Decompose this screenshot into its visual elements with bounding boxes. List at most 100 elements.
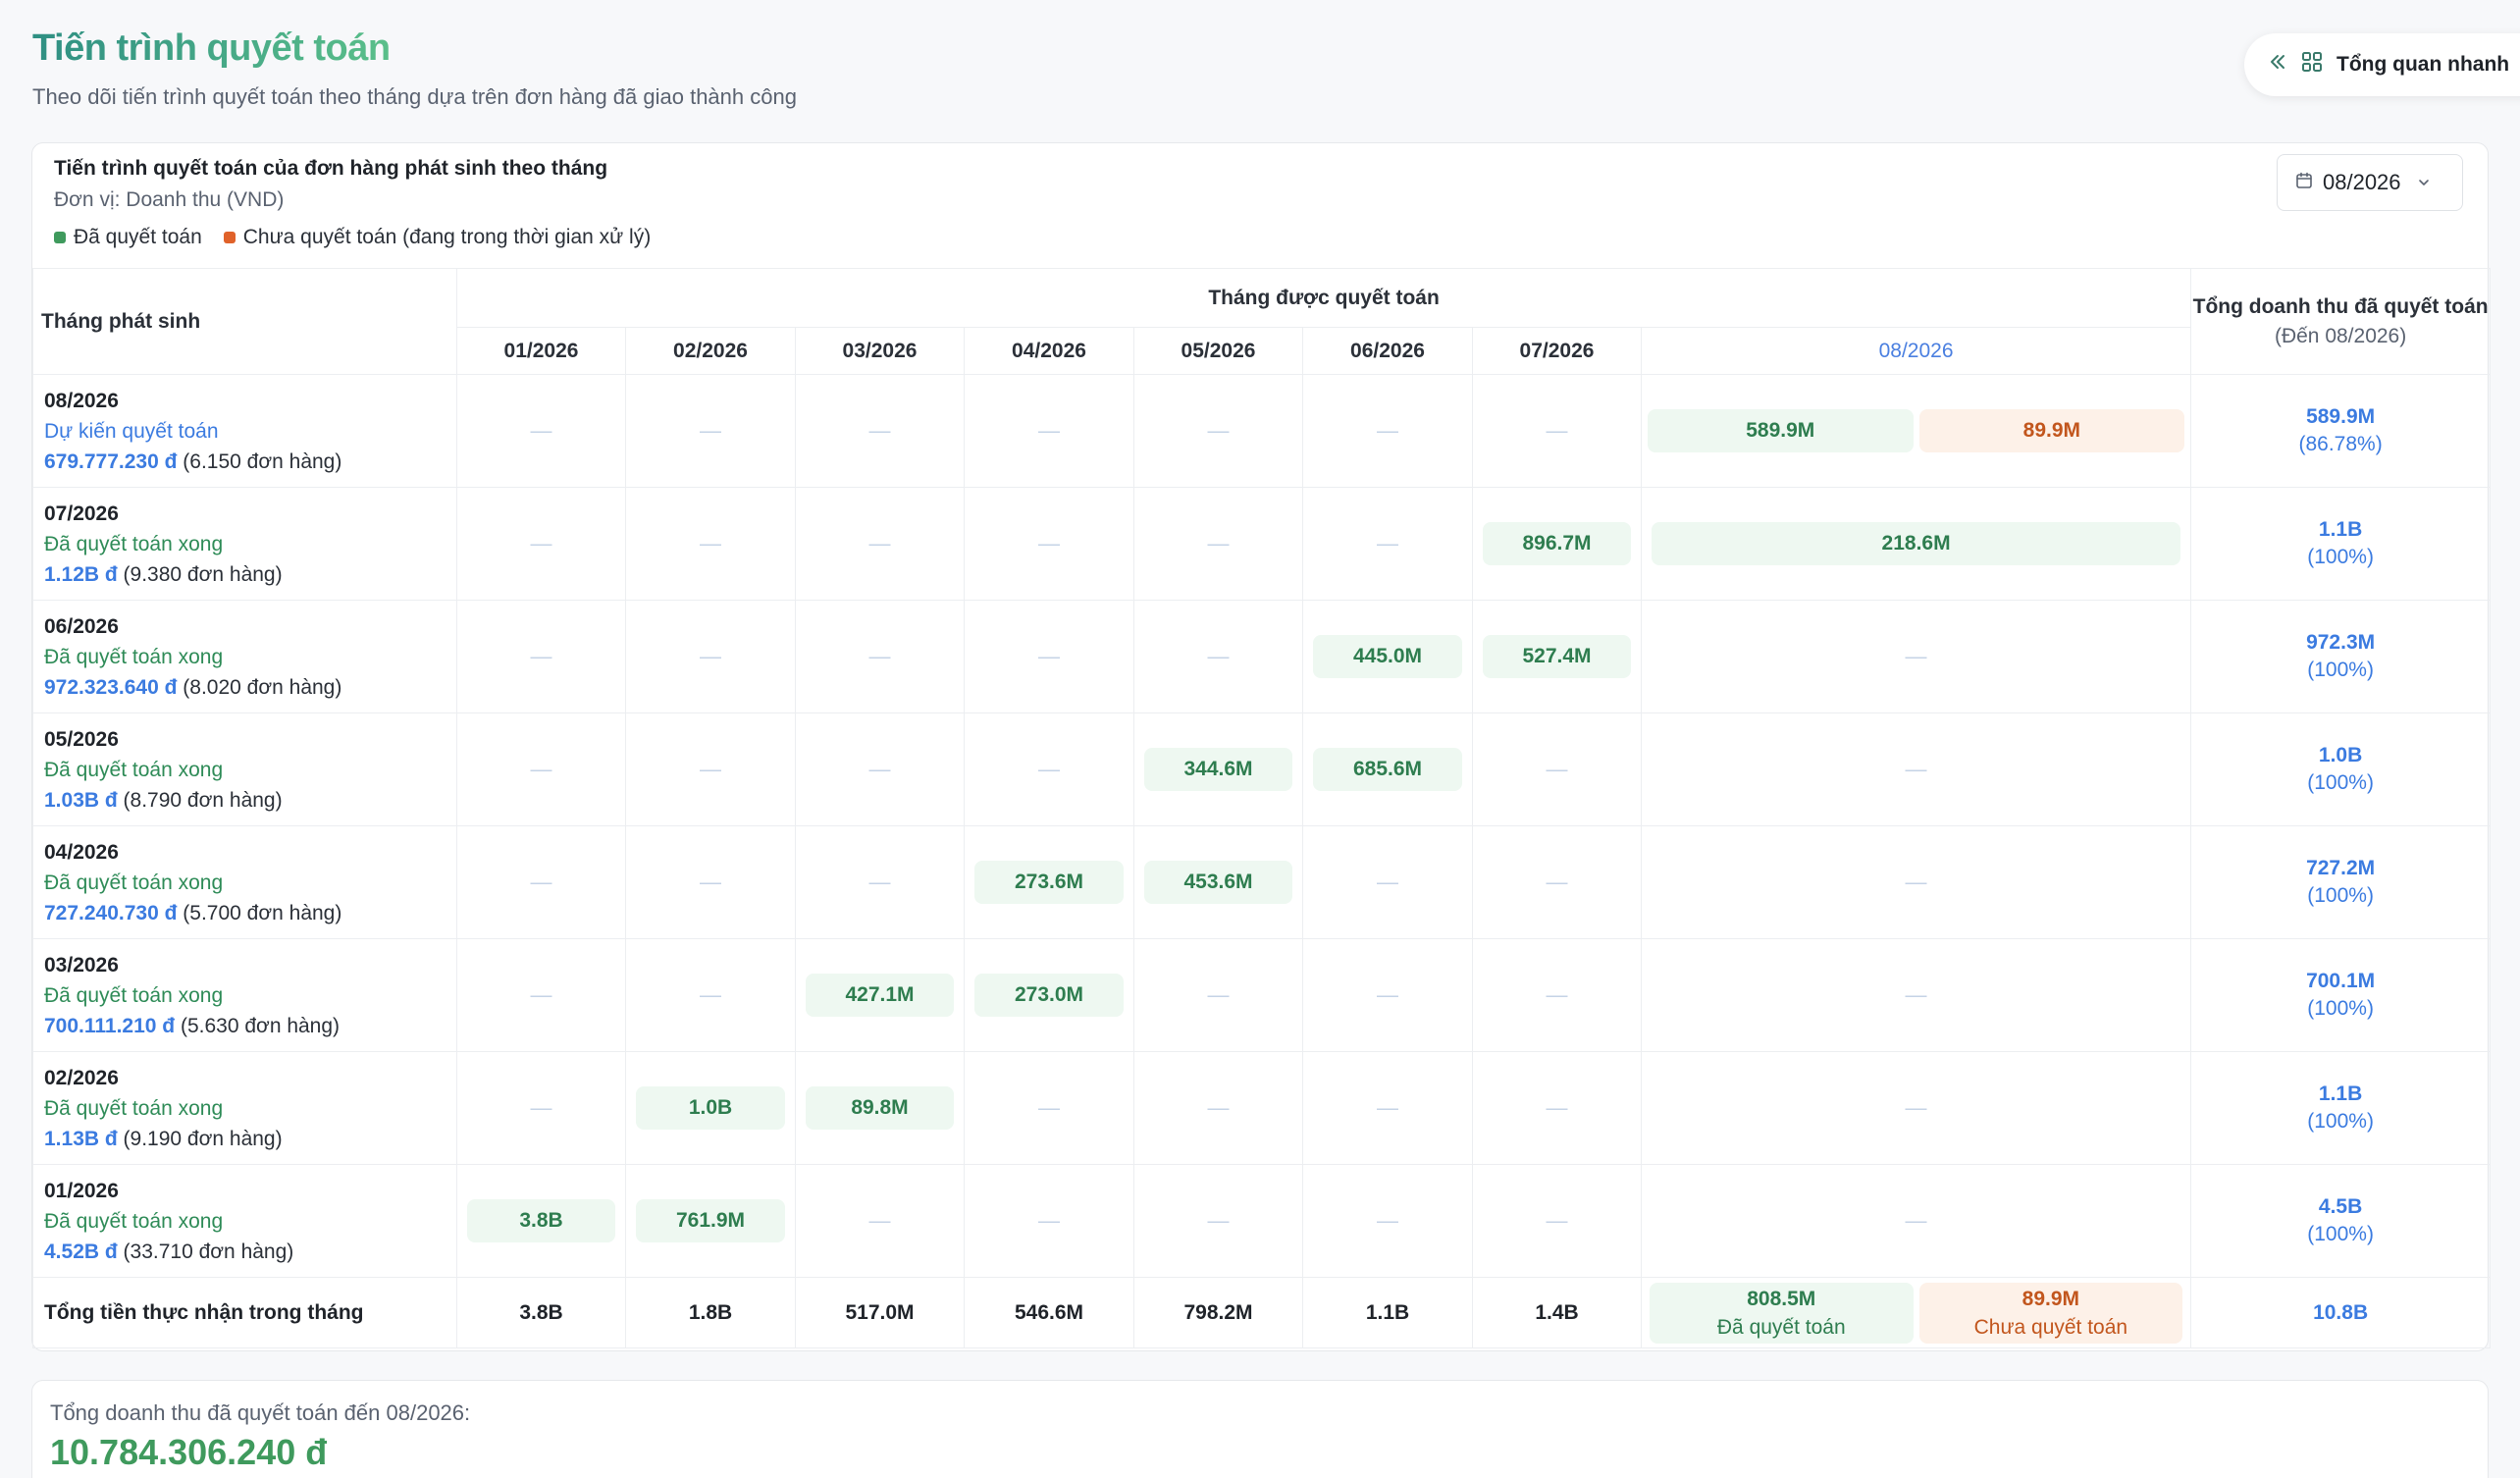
row-total-value: 1.1B: [2318, 1082, 2363, 1105]
row-total: 4.5B (100%): [2190, 1164, 2492, 1278]
settlement-cell: 3.8B: [456, 1164, 626, 1278]
empty-dash: —: [1546, 418, 1568, 443]
empty-cell: —: [1472, 1051, 1642, 1165]
footer-label: Tổng doanh thu đã quyết toán đến 08/2026…: [50, 1400, 471, 1425]
row-status: Đã quyết toán xong: [44, 983, 224, 1007]
row-amount: 727.240.730 đ: [44, 901, 178, 924]
settlement-progress-card: Tiến trình quyết toán của đơn hàng phát …: [31, 142, 2492, 1351]
quick-overview-button[interactable]: Tổng quan nhanh: [2244, 33, 2520, 96]
row-header: 03/2026 Đã quyết toán xong 700.111.210 đ (…: [32, 938, 457, 1052]
month-header: 06/2026: [1302, 327, 1473, 375]
empty-cell: —: [1133, 487, 1303, 601]
settlement-cell: 218.6M: [1640, 487, 2192, 601]
empty-cell: —: [625, 374, 796, 488]
empty-cell: —: [964, 600, 1134, 713]
empty-dash: —: [1546, 870, 1568, 894]
table-row: 08/2026 Dự kiến quyết toán 679.777.230 đ (…: [32, 374, 2492, 488]
empty-dash: —: [1038, 644, 1060, 668]
row-total: 1.0B (100%): [2190, 713, 2492, 826]
row-status: Đã quyết toán xong: [44, 532, 224, 555]
settled-pill: 1.0B: [636, 1086, 785, 1130]
empty-cell: —: [456, 487, 626, 601]
empty-cell: —: [1640, 825, 2192, 939]
settled-pill: 273.0M: [974, 974, 1124, 1017]
empty-cell: —: [795, 825, 965, 939]
settled-pill: 896.7M: [1483, 522, 1631, 565]
empty-dash: —: [1038, 1095, 1060, 1120]
empty-dash: —: [1207, 982, 1230, 1007]
row-month: 03/2026: [44, 953, 119, 977]
empty-cell: —: [1472, 713, 1642, 826]
legend-label-settled: Đã quyết toán: [74, 226, 202, 248]
empty-cell: —: [1640, 1164, 2192, 1278]
row-amount: 679.777.230 đ: [44, 449, 178, 473]
row-month: 04/2026: [44, 840, 119, 864]
row-orders: (8.020 đơn hàng): [183, 675, 342, 699]
row-status: Đã quyết toán xong: [44, 871, 224, 894]
row-status: Dự kiến quyết toán: [44, 419, 219, 443]
row-total-value: 700.1M: [2306, 970, 2376, 992]
row-amount: 700.111.210 đ: [44, 1014, 176, 1037]
empty-cell: —: [456, 1051, 626, 1165]
row-total-percent: (100%): [2307, 997, 2374, 1020]
settled-pill: 445.0M: [1313, 635, 1462, 678]
settlement-cell: 1.0B: [625, 1051, 796, 1165]
empty-dash: —: [700, 982, 721, 1007]
row-month: 02/2026: [44, 1066, 119, 1089]
summary-settled-pill: 808.5M Đã quyết toán: [1650, 1282, 1914, 1344]
empty-cell: —: [1640, 1051, 2192, 1165]
quick-overview-label: Tổng quan nhanh: [2336, 53, 2510, 76]
row-header: 04/2026 Đã quyết toán xong 727.240.730 đ (…: [32, 825, 457, 939]
month-select[interactable]: 08/2026: [2277, 154, 2463, 211]
empty-cell: —: [1472, 938, 1642, 1052]
row-total: 1.1B (100%): [2190, 1051, 2492, 1165]
month-header: 07/2026: [1472, 327, 1642, 375]
row-total-value: 1.1B: [2318, 518, 2363, 541]
row-total-value: 1.0B: [2318, 744, 2363, 766]
legend-dot-unsettled: [223, 232, 236, 243]
settled-pill: 344.6M: [1144, 748, 1292, 791]
empty-dash: —: [1905, 1208, 1927, 1233]
month-header-current: 08/2026: [1640, 327, 2192, 375]
empty-dash: —: [530, 757, 552, 781]
row-total-value: 589.9M: [2306, 405, 2376, 428]
row-orders: (5.630 đơn hàng): [180, 1014, 341, 1037]
table-row: 06/2026 Đã quyết toán xong 972.323.640 đ (…: [32, 600, 2492, 713]
row-month: 07/2026: [44, 501, 119, 525]
row-orders: (9.380 đơn hàng): [123, 562, 283, 586]
total-header-sub: (Đến 08/2026): [2274, 324, 2407, 347]
month-header: 05/2026: [1133, 327, 1303, 375]
empty-cell: —: [964, 1164, 1134, 1278]
legend-dot-settled: [54, 232, 66, 243]
double-chevron-left-icon: [2268, 52, 2287, 78]
settled-month-header: Tháng được quyết toán: [455, 268, 2192, 328]
settlement-cell: 896.7M: [1472, 487, 1642, 601]
empty-dash: —: [868, 870, 891, 894]
empty-dash: —: [700, 418, 721, 443]
total-header-label: Tổng doanh thu đã quyết toán: [2192, 294, 2489, 318]
settled-pill: 427.1M: [806, 974, 954, 1017]
settled-pill: 3.8B: [467, 1199, 615, 1242]
row-total: 972.3M (100%): [2190, 600, 2492, 713]
row-total-percent: (100%): [2307, 1223, 2374, 1245]
empty-cell: —: [1302, 938, 1473, 1052]
settlement-table: Tháng phát sinh Tháng được quyết toán Tổ…: [32, 268, 2492, 1348]
empty-dash: —: [1207, 418, 1230, 443]
row-amount: 972.323.640 đ: [44, 675, 178, 699]
row-amount: 1.03B đ: [44, 788, 118, 812]
settled-pill: 89.8M: [806, 1086, 954, 1130]
empty-cell: —: [795, 1164, 965, 1278]
empty-dash: —: [1207, 1095, 1230, 1120]
summary-value: 1.4B: [1472, 1277, 1642, 1348]
empty-cell: —: [1302, 825, 1473, 939]
empty-cell: —: [795, 374, 965, 488]
empty-dash: —: [530, 1095, 552, 1120]
empty-dash: —: [700, 531, 721, 555]
card-title: Tiến trình quyết toán của đơn hàng phát …: [54, 157, 608, 180]
summary-value: 3.8B: [456, 1277, 626, 1348]
summary-value: 517.0M: [795, 1277, 965, 1348]
settlement-cell: 427.1M: [795, 938, 965, 1052]
empty-dash: —: [1207, 531, 1230, 555]
settlement-cell: 445.0M: [1302, 600, 1473, 713]
row-header: 05/2026 Đã quyết toán xong 1.03B đ (8.790 …: [32, 713, 457, 826]
